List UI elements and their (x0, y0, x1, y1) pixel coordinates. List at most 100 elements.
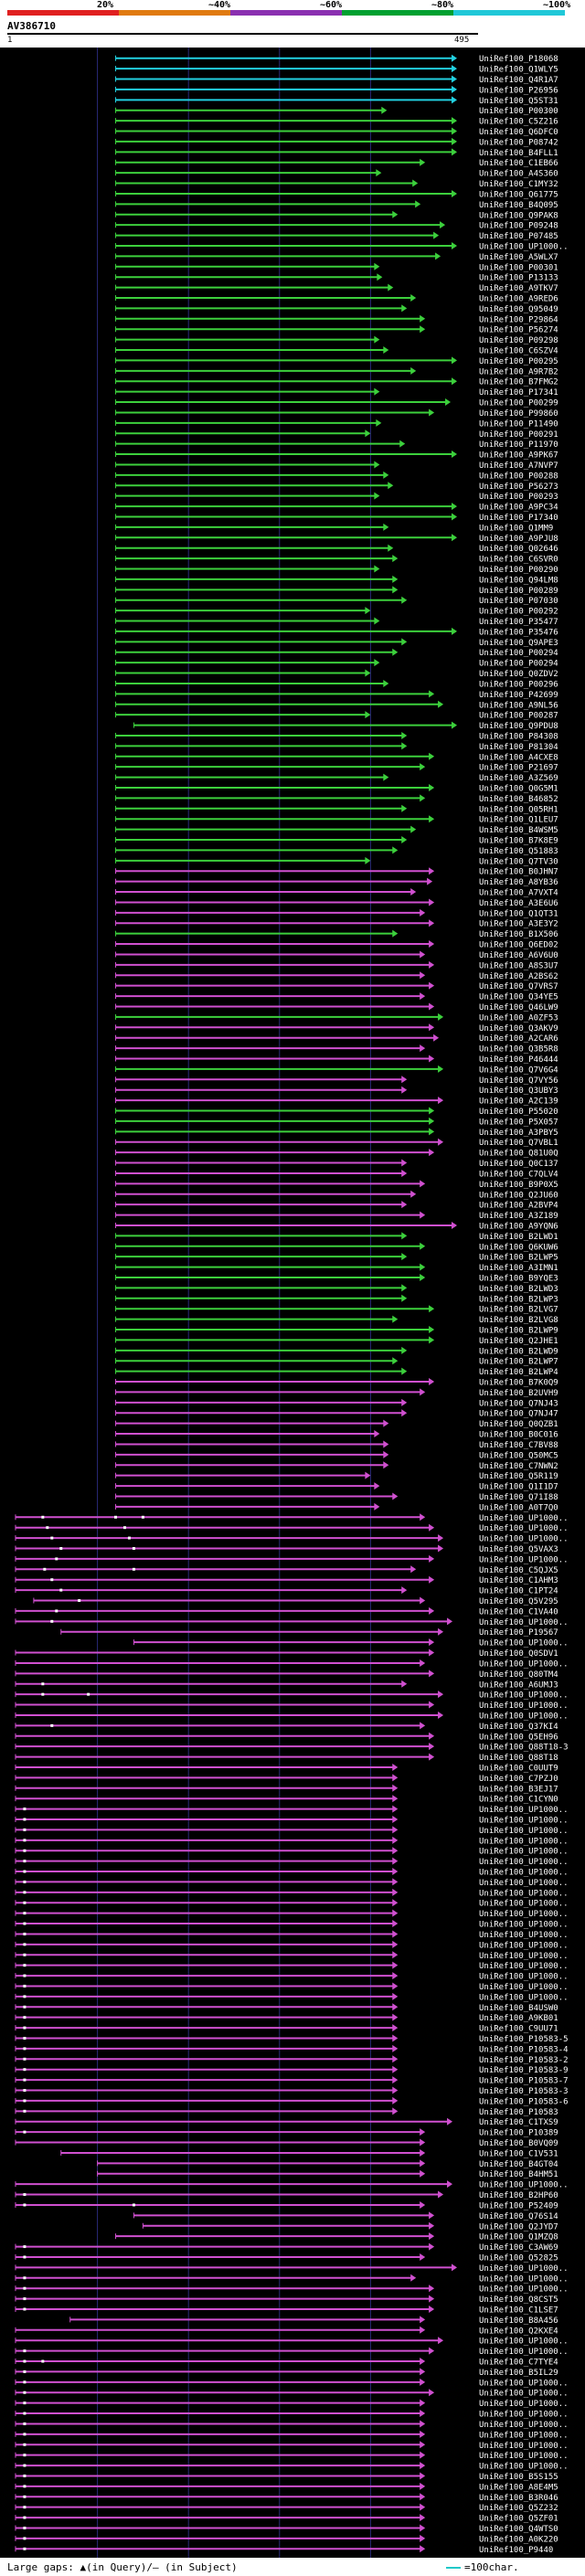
hit-label[interactable]: UniRef100_C7BV88 (479, 1441, 558, 1450)
hit-label[interactable]: UniRef100_Q3B5R8 (479, 1045, 558, 1055)
hit-label[interactable]: UniRef100_A9NL56 (479, 701, 558, 710)
hit-label[interactable]: UniRef100_P00291 (479, 430, 558, 440)
hit-label[interactable]: UniRef100_A3PBY5 (479, 1129, 558, 1138)
hit-label[interactable]: UniRef100_UP1000.. (479, 1993, 569, 2002)
hit-label[interactable]: UniRef100_P11970 (479, 440, 558, 450)
hit-label[interactable]: UniRef100_P10583-9 (479, 2066, 569, 2075)
hit-label[interactable]: UniRef100_B4FLL1 (479, 149, 558, 158)
hit-label[interactable]: UniRef100_Q6ED02 (479, 941, 558, 950)
hit-label[interactable]: UniRef100_A3Z569 (479, 774, 558, 783)
hit-label[interactable]: UniRef100_A7NVP7 (479, 461, 558, 471)
hit-label[interactable]: UniRef100_P19567 (479, 1628, 558, 1638)
hit-label[interactable]: UniRef100_P00295 (479, 357, 558, 366)
hit-label[interactable]: UniRef100_B2LWP9 (479, 1327, 558, 1336)
hit-label[interactable]: UniRef100_UP1000.. (479, 1900, 569, 1909)
hit-label[interactable]: UniRef100_C1AHM3 (479, 1576, 558, 1585)
hit-label[interactable]: UniRef100_P09248 (479, 222, 558, 231)
hit-label[interactable]: UniRef100_P00292 (479, 608, 558, 617)
hit-label[interactable]: UniRef100_P07485 (479, 232, 558, 241)
hit-label[interactable]: UniRef100_P35477 (479, 618, 558, 627)
hit-label[interactable]: UniRef100_A9PK67 (479, 451, 558, 461)
hit-label[interactable]: UniRef100_C7TYE4 (479, 2359, 558, 2368)
hit-label[interactable]: UniRef100_A0K220 (479, 2535, 558, 2544)
hit-label[interactable]: UniRef100_Q7VBL1 (479, 1139, 558, 1148)
hit-label[interactable]: UniRef100_P42699 (479, 691, 558, 700)
hit-label[interactable]: UniRef100_P00299 (479, 399, 558, 408)
hit-label[interactable]: UniRef100_B2LWD3 (479, 1285, 558, 1294)
hit-label[interactable]: UniRef100_A3E6U6 (479, 899, 558, 908)
hit-label[interactable]: UniRef100_UP1000.. (479, 1806, 569, 1815)
hit-label[interactable]: UniRef100_P10583-6 (479, 2097, 569, 2106)
hit-label[interactable]: UniRef100_P55020 (479, 1108, 558, 1117)
hit-label[interactable]: UniRef100_Q7VY56 (479, 1076, 558, 1086)
hit-label[interactable]: UniRef100_A3E3Y2 (479, 920, 558, 929)
hit-label[interactable]: UniRef100_P10583-7 (479, 2077, 569, 2086)
hit-label[interactable]: UniRef100_P26956 (479, 86, 558, 95)
hit-label[interactable]: UniRef100_Q0C137 (479, 1160, 558, 1169)
hit-label[interactable]: UniRef100_P10583-2 (479, 2056, 569, 2065)
hit-label[interactable]: UniRef100_C1CYN0 (479, 1796, 558, 1805)
hit-label[interactable]: UniRef100_UP1000.. (479, 1962, 569, 1971)
hit-label[interactable]: UniRef100_UP1000.. (479, 1983, 569, 1992)
hit-label[interactable]: UniRef100_A0T7Q0 (479, 1503, 558, 1512)
hit-label[interactable]: UniRef100_Q0G5M1 (479, 784, 558, 793)
hit-label[interactable]: UniRef100_A5WLX7 (479, 253, 558, 262)
hit-label[interactable]: UniRef100_P21697 (479, 764, 558, 773)
hit-label[interactable]: UniRef100_C1MY32 (479, 180, 558, 189)
hit-label[interactable]: UniRef100_Q76S14 (479, 2212, 558, 2221)
hit-label[interactable]: UniRef100_C3AW69 (479, 2243, 558, 2253)
hit-label[interactable]: UniRef100_UP1000.. (479, 1858, 569, 1867)
hit-label[interactable]: UniRef100_A8S3U7 (479, 961, 558, 970)
hit-label[interactable]: UniRef100_UP1000.. (479, 1639, 569, 1648)
hit-label[interactable]: UniRef100_Q9PDU8 (479, 722, 558, 731)
hit-label[interactable]: UniRef100_Q1I1D7 (479, 1483, 558, 1492)
hit-label[interactable]: UniRef100_B4USW0 (479, 2004, 558, 2013)
hit-label[interactable]: UniRef100_Q5VAX3 (479, 1545, 558, 1554)
hit-label[interactable]: UniRef100_P11490 (479, 419, 558, 429)
hit-label[interactable]: UniRef100_P00288 (479, 472, 558, 481)
hit-label[interactable]: UniRef100_A9RED6 (479, 294, 558, 303)
hit-label[interactable]: UniRef100_P17340 (479, 514, 558, 523)
hit-label[interactable]: UniRef100_Q95049 (479, 305, 558, 314)
hit-label[interactable]: UniRef100_P00293 (479, 493, 558, 502)
hit-label[interactable]: UniRef100_UP1000.. (479, 2442, 569, 2451)
hit-label[interactable]: UniRef100_P00294 (479, 660, 558, 669)
hit-label[interactable]: UniRef100_B9P0X5 (479, 1181, 558, 1190)
hit-label[interactable]: UniRef100_Q2JYD7 (479, 2222, 558, 2231)
hit-label[interactable]: UniRef100_Q0QZB1 (479, 1420, 558, 1429)
hit-label[interactable]: UniRef100_A9YQN6 (479, 1222, 558, 1231)
hit-label[interactable]: UniRef100_A3Z189 (479, 1212, 558, 1221)
hit-label[interactable]: UniRef100_B3EJ17 (479, 1785, 558, 1794)
hit-label[interactable]: UniRef100_Q6DFC0 (479, 128, 558, 137)
hit-label[interactable]: UniRef100_UP1000.. (479, 1941, 569, 1950)
hit-label[interactable]: UniRef100_Q51883 (479, 847, 558, 856)
hit-label[interactable]: UniRef100_P52409 (479, 2201, 558, 2210)
hit-label[interactable]: UniRef100_Q0ZDV2 (479, 670, 558, 679)
hit-label[interactable]: UniRef100_P5X057 (479, 1118, 558, 1127)
hit-label[interactable]: UniRef100_UP1000.. (479, 1701, 569, 1711)
hit-label[interactable]: UniRef100_Q1MZQ8 (479, 2233, 558, 2242)
hit-label[interactable]: UniRef100_B46852 (479, 795, 558, 804)
hit-label[interactable]: UniRef100_UP1000.. (479, 2390, 569, 2399)
hit-label[interactable]: UniRef100_P00294 (479, 649, 558, 658)
hit-label[interactable]: UniRef100_Q02646 (479, 545, 558, 554)
hit-label[interactable]: UniRef100_P00290 (479, 566, 558, 575)
hit-label[interactable]: UniRef100_B2HP60 (479, 2191, 558, 2200)
hit-label[interactable]: UniRef100_UP1000.. (479, 1869, 569, 1878)
hit-label[interactable]: UniRef100_P46444 (479, 1055, 558, 1065)
hit-label[interactable]: UniRef100_C7PZJ0 (479, 1775, 558, 1784)
hit-label[interactable]: UniRef100_UP1000.. (479, 2181, 569, 2190)
hit-label[interactable]: UniRef100_P84308 (479, 732, 558, 741)
hit-label[interactable]: UniRef100_A3IMN1 (479, 1264, 558, 1273)
hit-label[interactable]: UniRef100_Q05RH1 (479, 805, 558, 814)
hit-label[interactable]: UniRef100_B8A456 (479, 2316, 558, 2326)
hit-label[interactable]: UniRef100_UP1000.. (479, 2411, 569, 2420)
hit-label[interactable]: UniRef100_P00289 (479, 587, 558, 596)
hit-label[interactable]: UniRef100_B5IL29 (479, 2369, 558, 2378)
hit-label[interactable]: UniRef100_P00301 (479, 263, 558, 272)
hit-label[interactable]: UniRef100_C9UU71 (479, 2025, 558, 2034)
hit-label[interactable]: UniRef100_Q3AKV9 (479, 1024, 558, 1034)
hit-label[interactable]: UniRef100_UP1000.. (479, 1555, 569, 1564)
hit-label[interactable]: UniRef100_UP1000.. (479, 1827, 569, 1836)
hit-label[interactable]: UniRef100_UP1000.. (479, 1514, 569, 1523)
